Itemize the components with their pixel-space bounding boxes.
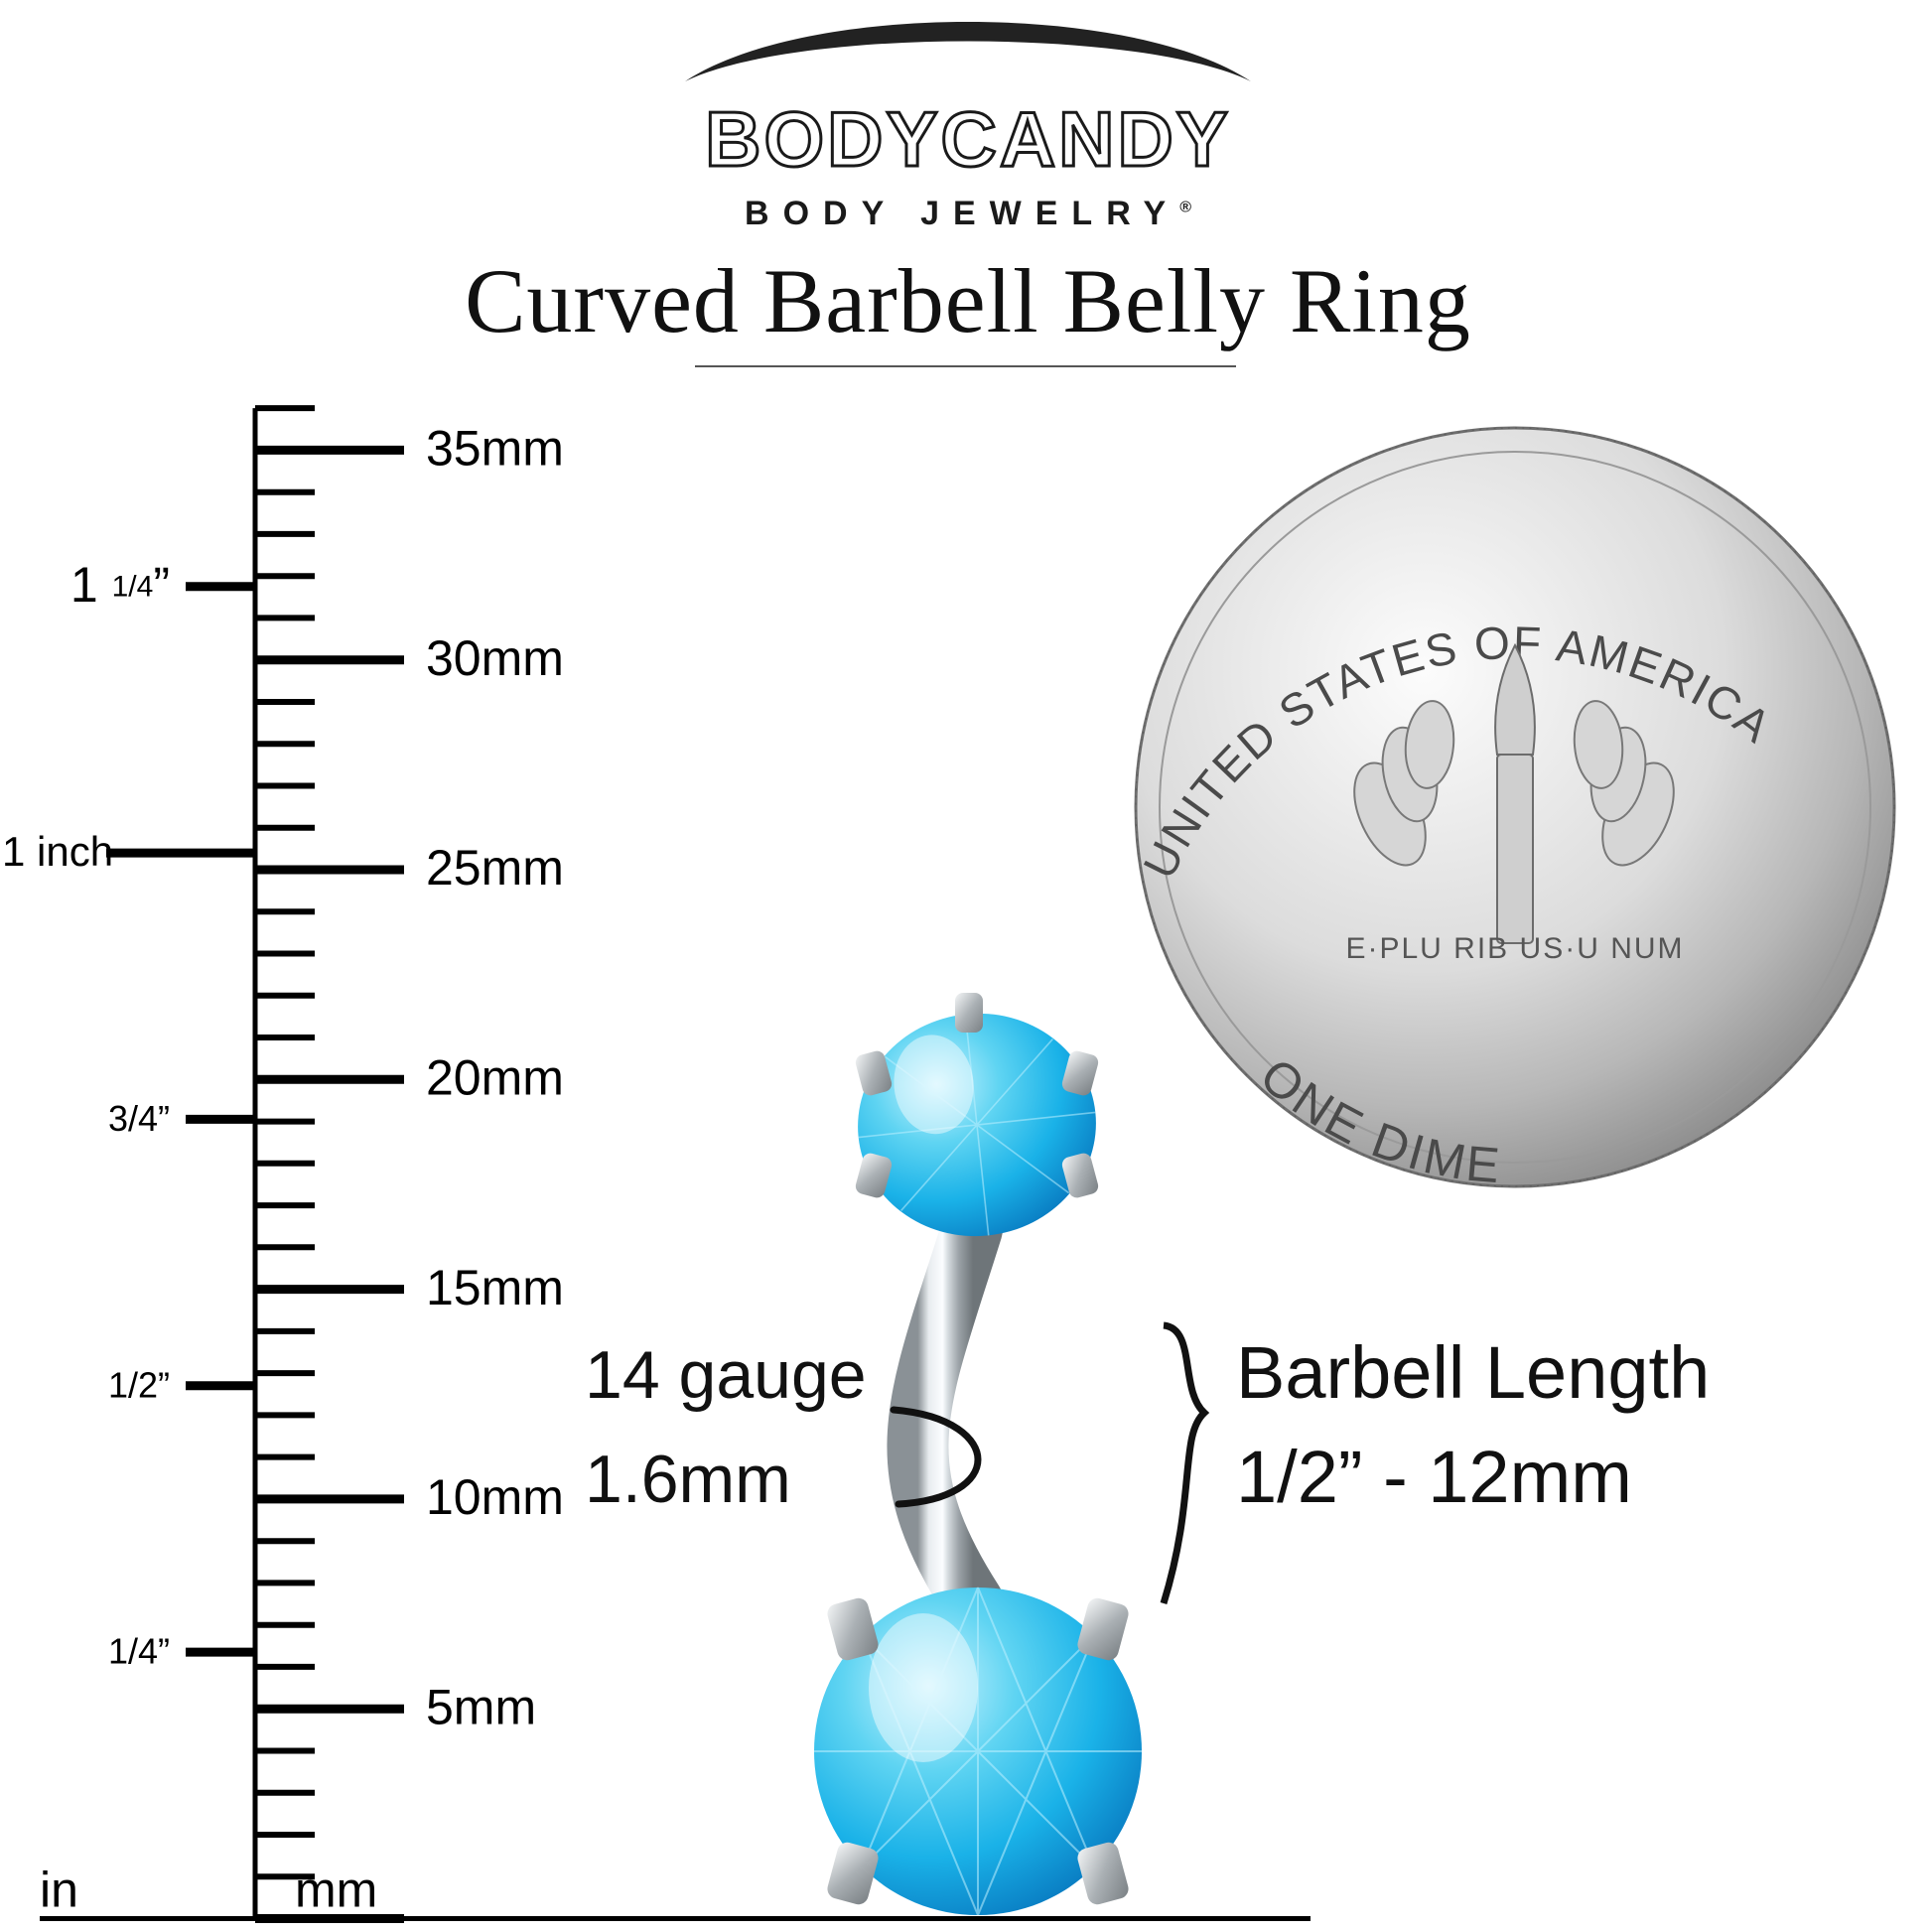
svg-text:25mm: 25mm (426, 840, 564, 896)
svg-text:10mm: 10mm (426, 1469, 564, 1525)
svg-text:1/4”: 1/4” (108, 1631, 170, 1672)
svg-text:in: in (40, 1863, 78, 1918)
svg-text:15mm: 15mm (426, 1260, 564, 1315)
svg-text:1 1/4”: 1 1/4” (70, 557, 170, 613)
svg-text:1 inch: 1 inch (2, 828, 113, 875)
svg-text:mm: mm (295, 1863, 377, 1918)
svg-text:1/2”: 1/2” (108, 1364, 170, 1405)
svg-text:30mm: 30mm (426, 630, 564, 686)
svg-text:5mm: 5mm (426, 1679, 536, 1734)
svg-text:20mm: 20mm (426, 1050, 564, 1106)
svg-text:35mm: 35mm (426, 421, 564, 477)
svg-text:3/4”: 3/4” (108, 1098, 170, 1139)
